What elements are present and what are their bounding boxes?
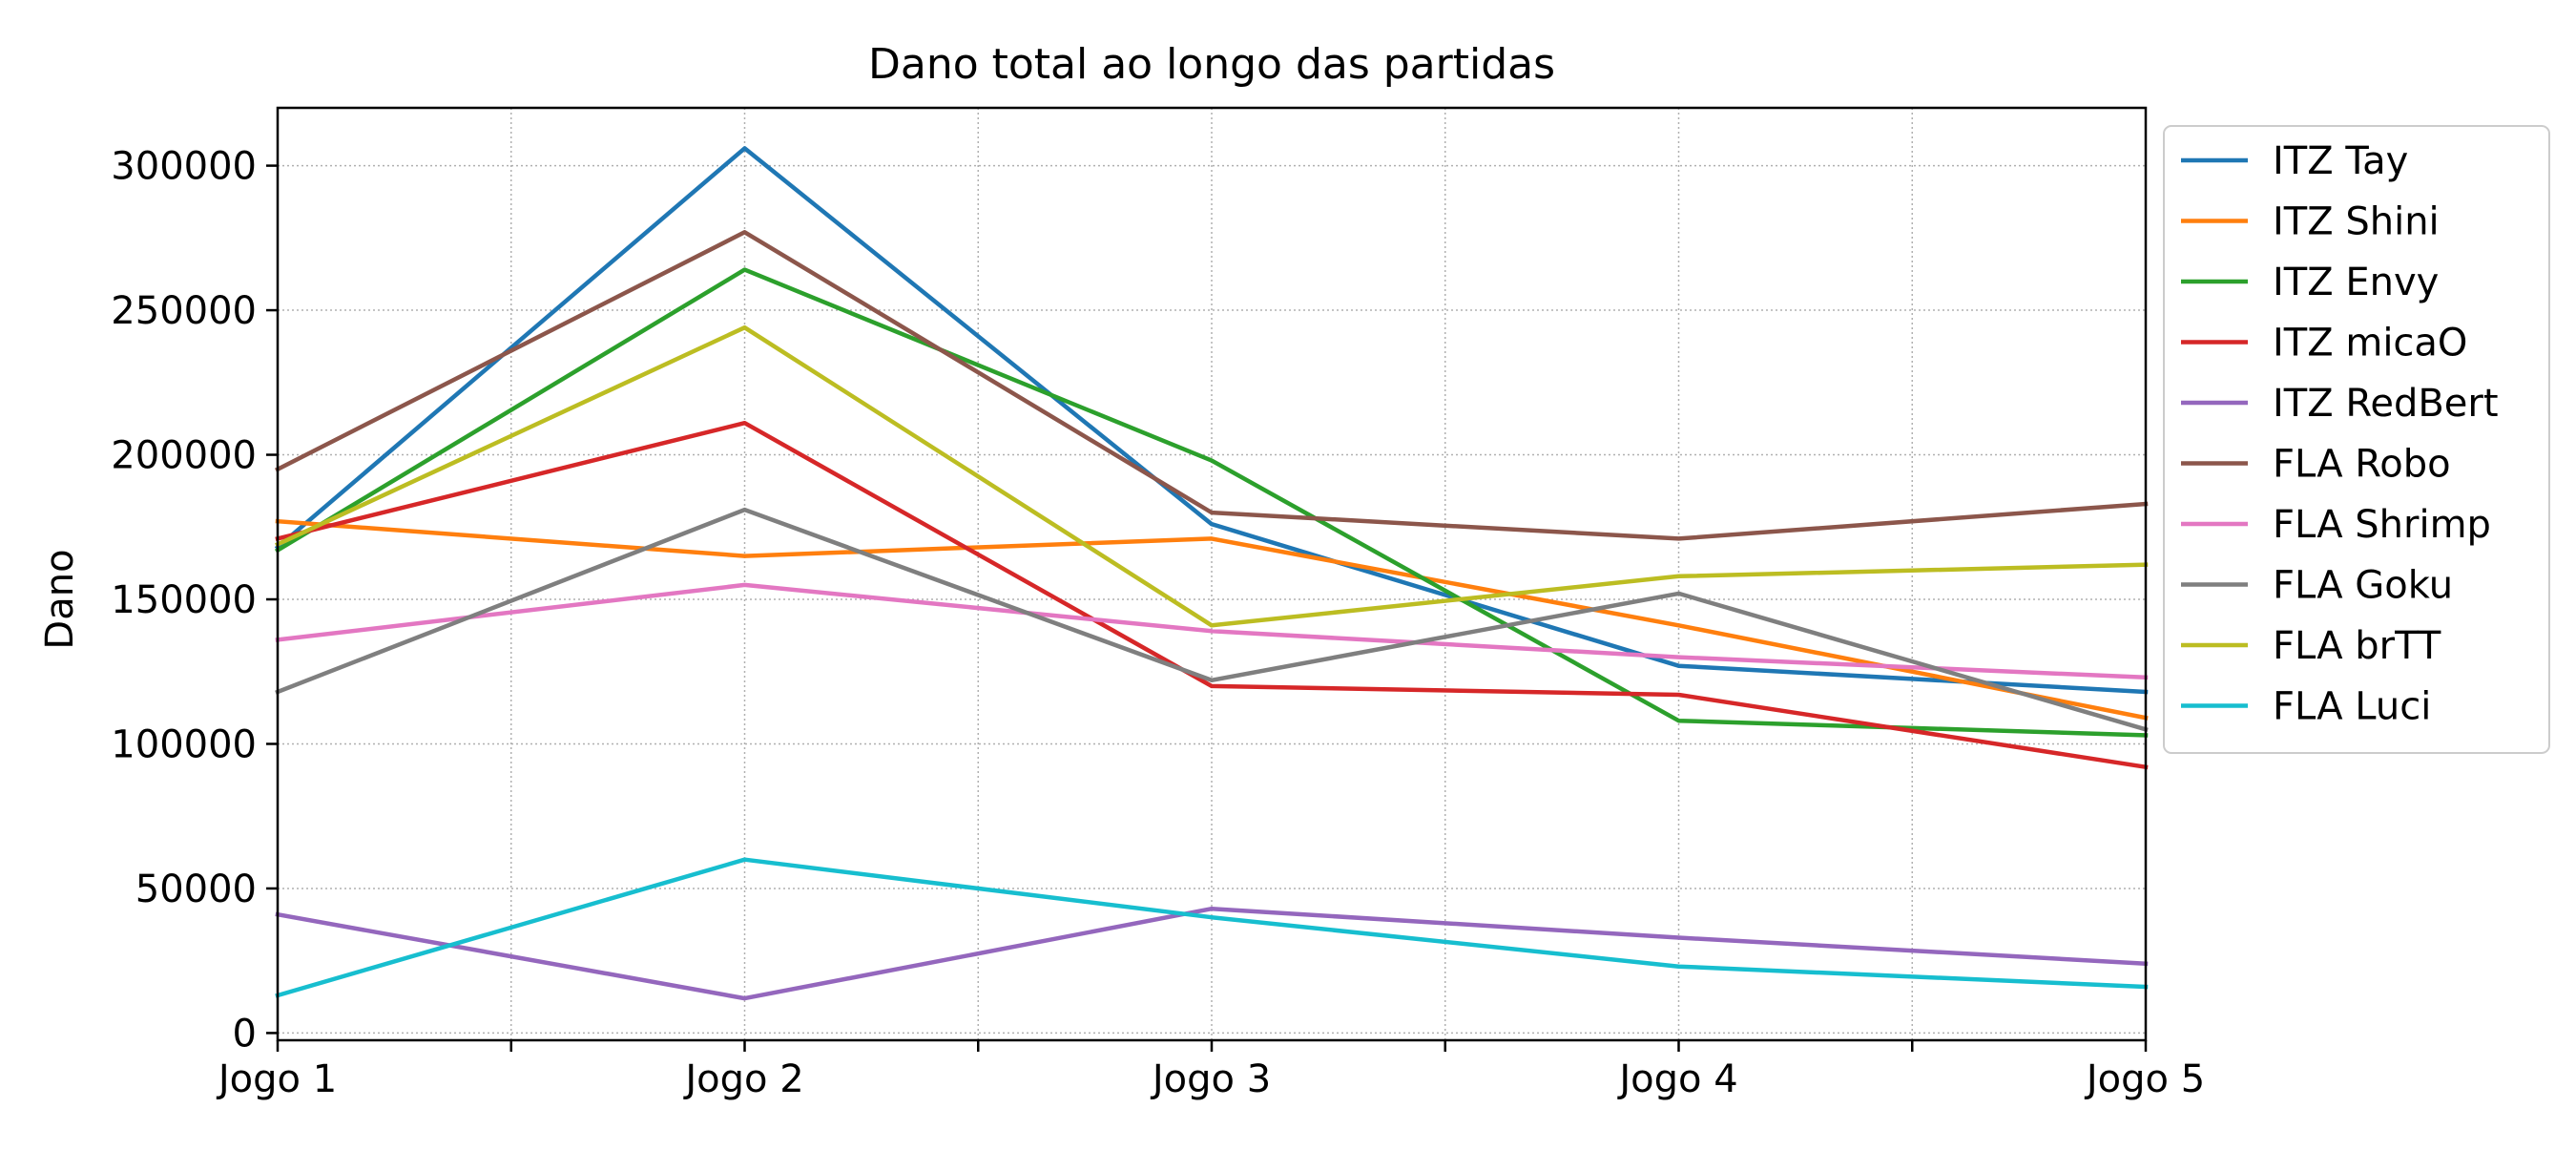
axes: Jogo 1 Jogo 2 Jogo 3 Jogo 4 Jogo 5 0 50000 1000…: [111, 145, 2205, 1101]
series-line-7: [275, 507, 2149, 733]
x-tick-label: Jogo 1: [216, 1057, 337, 1101]
x-tick-label: Jogo 3: [1150, 1057, 1271, 1101]
legend-label: ITZ micaO: [2273, 322, 2467, 366]
legend-label: FLA brTT: [2273, 624, 2441, 668]
y-tick-label: 250000: [111, 289, 257, 333]
x-tick-label: Jogo 2: [682, 1057, 803, 1101]
legend-box: [2163, 125, 2550, 754]
y-tick-label: 100000: [111, 722, 257, 766]
y-tick-label: 50000: [135, 868, 257, 911]
legend-label: ITZ Tay: [2273, 139, 2408, 183]
series-line-4: [275, 906, 2149, 1001]
legend-label: ITZ Envy: [2273, 261, 2439, 304]
y-tick-label: 200000: [111, 434, 257, 478]
legend-label: ITZ RedBert: [2273, 382, 2499, 426]
chart-title: Dano total ao longo das partidas: [868, 40, 1555, 89]
x-tick-label: Jogo 4: [1616, 1057, 1737, 1101]
legend-label: FLA Robo: [2273, 443, 2451, 487]
series-line-0: [274, 146, 2149, 695]
y-tick-label: 300000: [111, 145, 257, 189]
series-line-9: [275, 857, 2149, 998]
legend-label: FLA Luci: [2273, 685, 2431, 729]
series-line-3: [275, 420, 2149, 770]
y-axis-label: Dano: [38, 549, 82, 649]
series-line-1: [275, 518, 2149, 721]
x-tick-label: Jogo 5: [2084, 1057, 2205, 1101]
y-tick-label: 0: [233, 1012, 257, 1056]
series-lines: [274, 146, 2149, 1001]
series-line-5: [274, 230, 2149, 541]
y-tick-label: 150000: [111, 578, 257, 622]
series-line-2: [274, 267, 2149, 738]
series-line-6: [275, 582, 2149, 680]
legend-label: FLA Shrimp: [2273, 503, 2491, 547]
legend-label: ITZ Shini: [2273, 200, 2440, 244]
grid-lines: [277, 108, 2147, 1040]
legend: ITZ Tay ITZ Shini ITZ Envy ITZ micaO ITZ Red…: [2163, 125, 2550, 754]
legend-label: FLA Goku: [2273, 564, 2453, 608]
series-line-8: [275, 324, 2149, 628]
